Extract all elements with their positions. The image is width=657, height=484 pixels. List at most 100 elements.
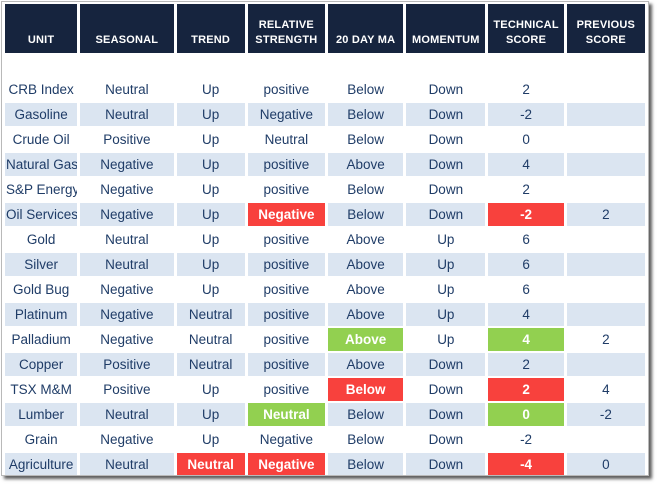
cell-momentum: Down (428, 432, 464, 447)
cell-trend: Up (176, 403, 245, 426)
table-row: Copper Positive Neutral positive Above Down 2 (5, 353, 645, 376)
cell-technical-score: -2 (488, 203, 564, 226)
column-header-relative-strength: RELATIVE STRENGTH (247, 4, 325, 53)
cell-seasonal: Positive (103, 382, 151, 397)
cell-technical-score: 0 (488, 403, 564, 426)
cell-seasonal: Neutral (105, 82, 149, 97)
cell-momentum: Up (406, 253, 486, 276)
cell-seasonal: Positive (103, 132, 151, 147)
cell-momentum: Up (437, 332, 455, 347)
cell-technical-score: 2 (488, 353, 564, 376)
table-row: Gasoline Neutral Up Negative Below Down -2 (5, 103, 645, 126)
table-row: Gold Neutral Up positive Above Up 6 (5, 228, 645, 251)
cell-unit: Gold (26, 232, 56, 247)
cell-technical-score: 4 (488, 303, 564, 326)
cell-trend: Up (201, 382, 220, 397)
cell-trend: Neutral (188, 332, 233, 347)
cell-previous-score: 2 (602, 332, 610, 347)
cell-previous-score (566, 253, 645, 276)
cell-trend: Up (201, 132, 220, 147)
cell-unit: TSX M&M (10, 382, 72, 397)
cell-previous-score: -2 (566, 403, 645, 426)
cell-twenty-day-ma: Above (346, 232, 385, 247)
cell-previous-score (567, 128, 645, 151)
table-row: Agriculture Neutral Neutral Negative Below Do… (5, 453, 645, 475)
cell-relative-strength: positive (263, 182, 310, 197)
cell-relative-strength: positive (247, 353, 325, 376)
cell-previous-score (566, 153, 645, 176)
cell-trend: Neutral (176, 303, 245, 326)
cell-twenty-day-ma: Below (347, 132, 384, 147)
cell-seasonal: Negative (80, 203, 174, 226)
cell-relative-strength: Negative (247, 103, 325, 126)
cell-seasonal: Neutral (80, 403, 174, 426)
column-header-unit: UNIT (5, 4, 78, 53)
cell-previous-score (566, 303, 645, 326)
cell-twenty-day-ma: Below (327, 403, 404, 426)
table-row: S&P Energy Negative Up positive Below Down 2 (5, 178, 645, 201)
column-header-20-day-ma: 20 DAY MA (327, 4, 404, 53)
cell-previous-score: 2 (566, 203, 645, 226)
cell-unit: Crude Oil (12, 132, 70, 147)
technical-score-table: UNIT SEASONAL TREND RELATIVE STRENGTH 20… (2, 2, 648, 475)
column-header-momentum: MOMENTUM (406, 4, 486, 53)
cell-seasonal: Neutral (80, 253, 174, 276)
cell-relative-strength: positive (263, 82, 310, 97)
spacer-row (5, 55, 645, 76)
cell-unit: Agriculture (5, 453, 78, 475)
cell-unit: Platinum (5, 303, 78, 326)
cell-seasonal: Negative (100, 432, 154, 447)
table-row: Gold Bug Negative Up positive Above Up 6 (5, 278, 645, 301)
cell-unit: S&P Energy (6, 182, 78, 197)
cell-technical-score: 2 (488, 378, 564, 401)
cell-technical-score: 6 (488, 253, 564, 276)
table-header: UNIT SEASONAL TREND RELATIVE STRENGTH 20… (5, 4, 645, 76)
cell-technical-score: -4 (488, 453, 564, 475)
column-header-trend: TREND (176, 4, 245, 53)
cell-momentum: Down (428, 82, 464, 97)
cell-previous-score (567, 428, 645, 451)
table-row: Platinum Negative Neutral positive Above Up 4 (5, 303, 645, 326)
cell-unit: Copper (5, 353, 78, 376)
cell-technical-score: -2 (520, 432, 533, 447)
cell-technical-score: 0 (522, 132, 530, 147)
cell-technical-score: 6 (522, 282, 530, 297)
cell-twenty-day-ma: Above (327, 253, 404, 276)
cell-unit: Grain (24, 432, 58, 447)
cell-previous-score (567, 228, 645, 251)
table-row: CRB Index Neutral Up positive Below Down 2 (5, 78, 645, 101)
cell-previous-score: 4 (602, 382, 610, 397)
cell-twenty-day-ma: Below (347, 182, 384, 197)
table-body: CRB Index Neutral Up positive Below Down 2 Gaso… (5, 78, 645, 475)
cell-momentum: Down (406, 203, 486, 226)
cell-twenty-day-ma: Below (347, 432, 384, 447)
table-row: Palladium Negative Neutral positive Above Up 4… (5, 328, 645, 351)
cell-twenty-day-ma: Above (327, 303, 404, 326)
cell-unit: Lumber (5, 403, 78, 426)
cell-unit: Gasoline (5, 103, 78, 126)
cell-momentum: Up (437, 282, 455, 297)
cell-twenty-day-ma: Above (346, 282, 385, 297)
cell-momentum: Up (437, 232, 455, 247)
table-frame: UNIT SEASONAL TREND RELATIVE STRENGTH 20… (1, 1, 649, 476)
cell-relative-strength: Negative (259, 432, 313, 447)
cell-twenty-day-ma: Above (327, 328, 404, 351)
column-header-seasonal: SEASONAL (80, 4, 174, 53)
cell-unit: CRB Index (8, 82, 74, 97)
cell-relative-strength: positive (263, 282, 310, 297)
cell-momentum: Down (406, 453, 486, 475)
cell-seasonal: Neutral (80, 453, 174, 475)
cell-twenty-day-ma: Above (327, 353, 404, 376)
cell-relative-strength: positive (263, 332, 310, 347)
cell-momentum: Down (428, 182, 464, 197)
cell-unit: Natural Gas (5, 153, 78, 176)
cell-trend: Up (176, 103, 245, 126)
table-row: Grain Negative Up Negative Below Down -2 (5, 428, 645, 451)
cell-technical-score: -2 (488, 103, 564, 126)
cell-previous-score: 0 (566, 453, 645, 475)
cell-relative-strength: positive (263, 232, 310, 247)
cell-seasonal: Negative (100, 282, 154, 297)
cell-twenty-day-ma: Below (327, 203, 404, 226)
cell-previous-score (566, 353, 645, 376)
cell-trend: Up (201, 82, 220, 97)
